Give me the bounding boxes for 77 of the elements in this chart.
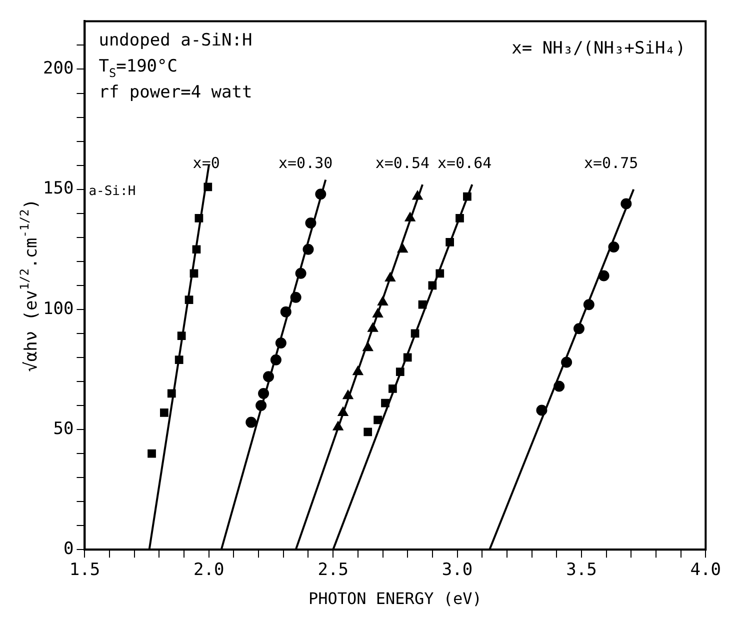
point bbox=[280, 306, 292, 318]
point bbox=[302, 244, 314, 255]
point bbox=[385, 272, 396, 282]
point bbox=[388, 384, 397, 393]
point bbox=[403, 353, 412, 362]
point bbox=[374, 416, 382, 424]
y-tick-label: 50 bbox=[53, 418, 74, 439]
point bbox=[167, 389, 176, 398]
point bbox=[378, 296, 388, 306]
point bbox=[463, 192, 472, 201]
point bbox=[372, 308, 383, 318]
annotation: a-Si:H bbox=[88, 184, 136, 200]
y-tick-label: 150 bbox=[42, 178, 74, 199]
point bbox=[456, 214, 464, 222]
point bbox=[405, 212, 415, 222]
y-tick-label: 100 bbox=[42, 298, 74, 319]
point bbox=[362, 342, 373, 352]
y-axis-title: √αhν (ev1/2.cm-1/2) bbox=[17, 198, 42, 372]
point bbox=[333, 422, 343, 430]
point bbox=[148, 449, 156, 458]
point bbox=[194, 214, 204, 222]
point bbox=[174, 356, 184, 364]
x-tick-label: 2.0 bbox=[194, 560, 224, 580]
x-tick-label: 1.5 bbox=[69, 560, 100, 580]
point bbox=[258, 388, 270, 399]
series-label: x=0.30 bbox=[278, 154, 333, 172]
text: x=0.64 bbox=[438, 154, 492, 172]
point bbox=[305, 217, 316, 228]
point bbox=[446, 238, 454, 246]
point bbox=[561, 356, 572, 368]
point bbox=[428, 281, 437, 290]
x-tick-label: 2.5 bbox=[318, 560, 348, 580]
point bbox=[436, 269, 444, 278]
point bbox=[536, 404, 548, 416]
point bbox=[270, 354, 282, 366]
x-axis-title: PHOTON ENERGY (eV) bbox=[308, 589, 482, 608]
point bbox=[620, 198, 632, 210]
point bbox=[573, 323, 584, 334]
point bbox=[418, 300, 427, 309]
point bbox=[608, 241, 620, 252]
point bbox=[583, 299, 594, 310]
point bbox=[290, 292, 302, 303]
point bbox=[160, 408, 168, 417]
point bbox=[315, 188, 326, 200]
annotation: undoped a-SiN:H bbox=[98, 30, 252, 51]
point bbox=[275, 338, 286, 349]
point bbox=[368, 323, 378, 332]
point bbox=[190, 269, 198, 278]
annotation: x= NH₃/(NH₃+SiH₄) bbox=[512, 38, 686, 59]
series-label: x=0 bbox=[192, 154, 220, 172]
point bbox=[246, 416, 257, 428]
point bbox=[184, 296, 194, 304]
point bbox=[554, 380, 565, 392]
point bbox=[412, 191, 422, 200]
point bbox=[338, 407, 348, 416]
y-tick-label: 0 bbox=[63, 539, 74, 560]
point bbox=[396, 368, 404, 376]
point bbox=[177, 332, 186, 340]
x-tick-label: 3.5 bbox=[566, 560, 597, 580]
series-label: x=0.54 bbox=[375, 154, 430, 172]
x-tick-label: 3.0 bbox=[442, 560, 473, 580]
point bbox=[256, 400, 267, 411]
point bbox=[263, 371, 274, 382]
point bbox=[364, 428, 372, 436]
point bbox=[381, 398, 390, 408]
point bbox=[410, 329, 420, 338]
x-tick-label: 4.0 bbox=[690, 560, 722, 580]
y-tick-label: 200 bbox=[42, 58, 74, 79]
point bbox=[192, 245, 201, 254]
point bbox=[343, 390, 353, 400]
point bbox=[398, 244, 408, 253]
annotation: rf power=4 watt bbox=[98, 82, 252, 103]
series-label: x=0.75 bbox=[584, 154, 638, 172]
point bbox=[598, 270, 610, 282]
point bbox=[204, 182, 212, 192]
point bbox=[353, 366, 363, 376]
point bbox=[295, 268, 306, 279]
